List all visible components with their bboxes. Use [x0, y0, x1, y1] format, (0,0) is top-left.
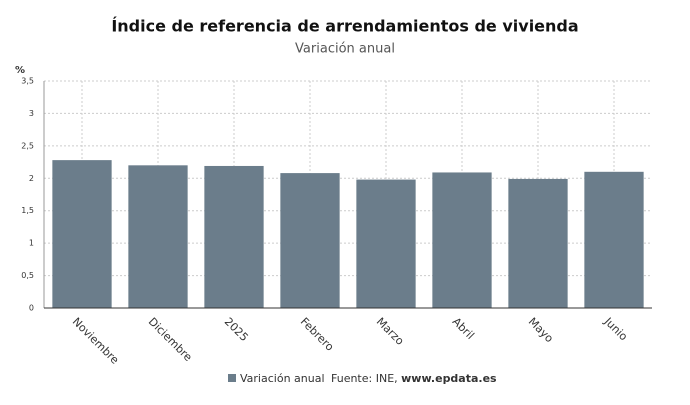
bar — [204, 165, 264, 308]
source: Fuente: INE, www.epdata.es — [331, 372, 497, 385]
bar — [432, 172, 492, 308]
bar — [584, 171, 644, 308]
x-tick-label: 2025 — [222, 315, 251, 344]
chart-subtitle: Variación anual — [295, 42, 395, 57]
bar — [52, 160, 112, 308]
x-tick-label: Diciembre — [146, 315, 195, 364]
source-text: Fuente: INE, — [331, 372, 398, 385]
bar — [508, 178, 568, 308]
chart-title: Índice de referencia de arrendamientos d… — [111, 17, 578, 36]
bar — [356, 179, 416, 308]
y-tick-label: 0 — [29, 304, 34, 313]
x-tick-label: Noviembre — [70, 315, 122, 367]
y-tick-label: 1 — [29, 239, 34, 248]
y-tick-label: 2 — [29, 174, 34, 183]
y-tick-label: 2,5 — [21, 141, 34, 150]
bar — [280, 173, 340, 308]
y-unit: % — [15, 65, 25, 76]
y-tick-label: 3,5 — [21, 77, 34, 86]
x-tick-label: Junio — [601, 314, 630, 343]
bar — [128, 165, 188, 308]
source-link: www.epdata.es — [401, 372, 497, 385]
x-tick-label: Mayo — [526, 315, 556, 345]
y-tick-label: 1,5 — [21, 206, 34, 215]
x-tick-label: Marzo — [374, 315, 407, 348]
legend-swatch — [228, 374, 236, 382]
x-tick-label: Febrero — [298, 315, 337, 354]
y-tick-label: 0,5 — [21, 271, 34, 280]
x-tick-label: Abril — [450, 315, 477, 342]
y-tick-label: 3 — [29, 109, 34, 118]
legend-label: Variación anual — [240, 372, 325, 385]
